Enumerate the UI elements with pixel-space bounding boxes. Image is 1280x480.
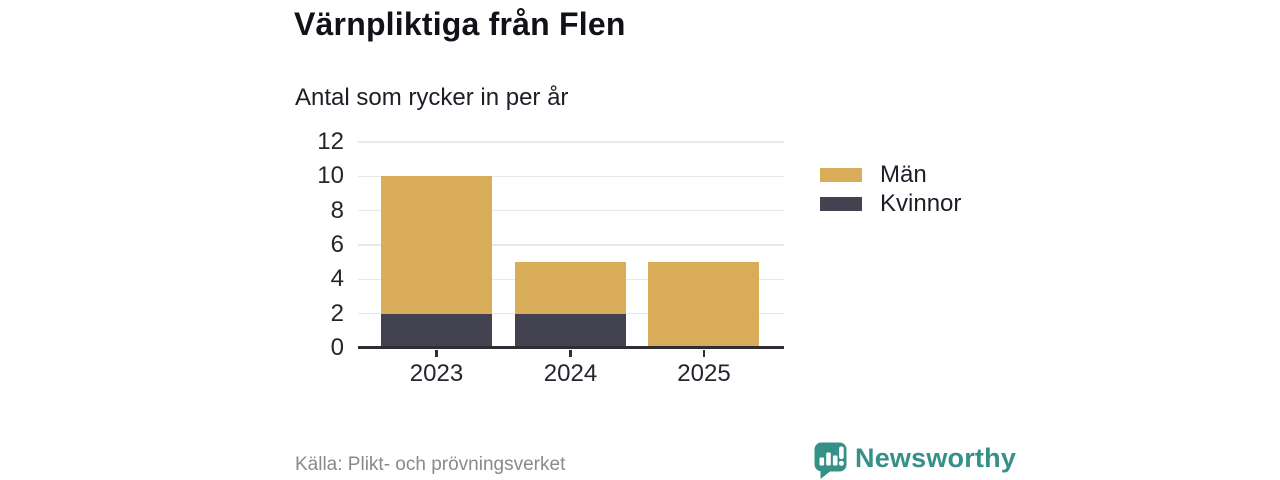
chart-title: Värnpliktiga från Flen: [294, 6, 626, 42]
y-axis-label-8: 8: [330, 196, 344, 224]
bar-2025-Män: [648, 262, 759, 348]
y-axis-label-12: 12: [317, 128, 344, 155]
legend-item-Kvinnor: Kvinnor: [820, 189, 961, 218]
y-axis-label-2: 2: [330, 299, 344, 327]
chart-subtitle: Antal som rycker in per år: [295, 84, 569, 111]
x-axis-tick-2023: [435, 350, 438, 357]
legend-item-Män: Män: [820, 160, 961, 189]
bar-2023-Kvinnor: [381, 313, 492, 348]
y-axis-label-6: 6: [330, 231, 344, 258]
x-axis-tick-2024: [569, 350, 572, 357]
y-axis-label-0: 0: [330, 334, 344, 361]
x-axis-tick-2025: [702, 350, 706, 357]
legend-label-Män: Män: [880, 160, 927, 188]
gridline-6: [358, 244, 784, 246]
legend-label-Kvinnor: Kvinnor: [880, 189, 962, 217]
bar-2024-Kvinnor: [515, 313, 626, 348]
gridline-12: [358, 141, 784, 143]
gridline-8: [358, 209, 784, 212]
legend-swatch-Kvinnor: [820, 196, 862, 211]
x-axis-line: [358, 346, 784, 349]
newsworthy-logo[interactable]: Newsworthy: [812, 441, 1016, 479]
x-axis-label-2024: 2024: [543, 360, 598, 387]
legend-swatch-Män: [820, 167, 862, 182]
y-axis-label-10: 10: [317, 162, 344, 190]
x-axis-label-2025: 2025: [677, 360, 731, 387]
newsworthy-bar-chart-bubble-icon: [814, 442, 847, 479]
y-axis-label-4: 4: [330, 265, 344, 293]
source-text: Källa: Plikt- och prövningsverket: [295, 454, 566, 475]
bar-2024-Män: [515, 262, 626, 314]
plot-area: [358, 141, 784, 357]
x-axis-label-2023: 2023: [409, 360, 464, 387]
gridline-10: [358, 175, 784, 178]
legend: Män Kvinnor: [820, 160, 961, 218]
newsworthy-wordmark: Newsworthy: [855, 443, 1017, 473]
bar-2023-Män: [381, 176, 492, 314]
